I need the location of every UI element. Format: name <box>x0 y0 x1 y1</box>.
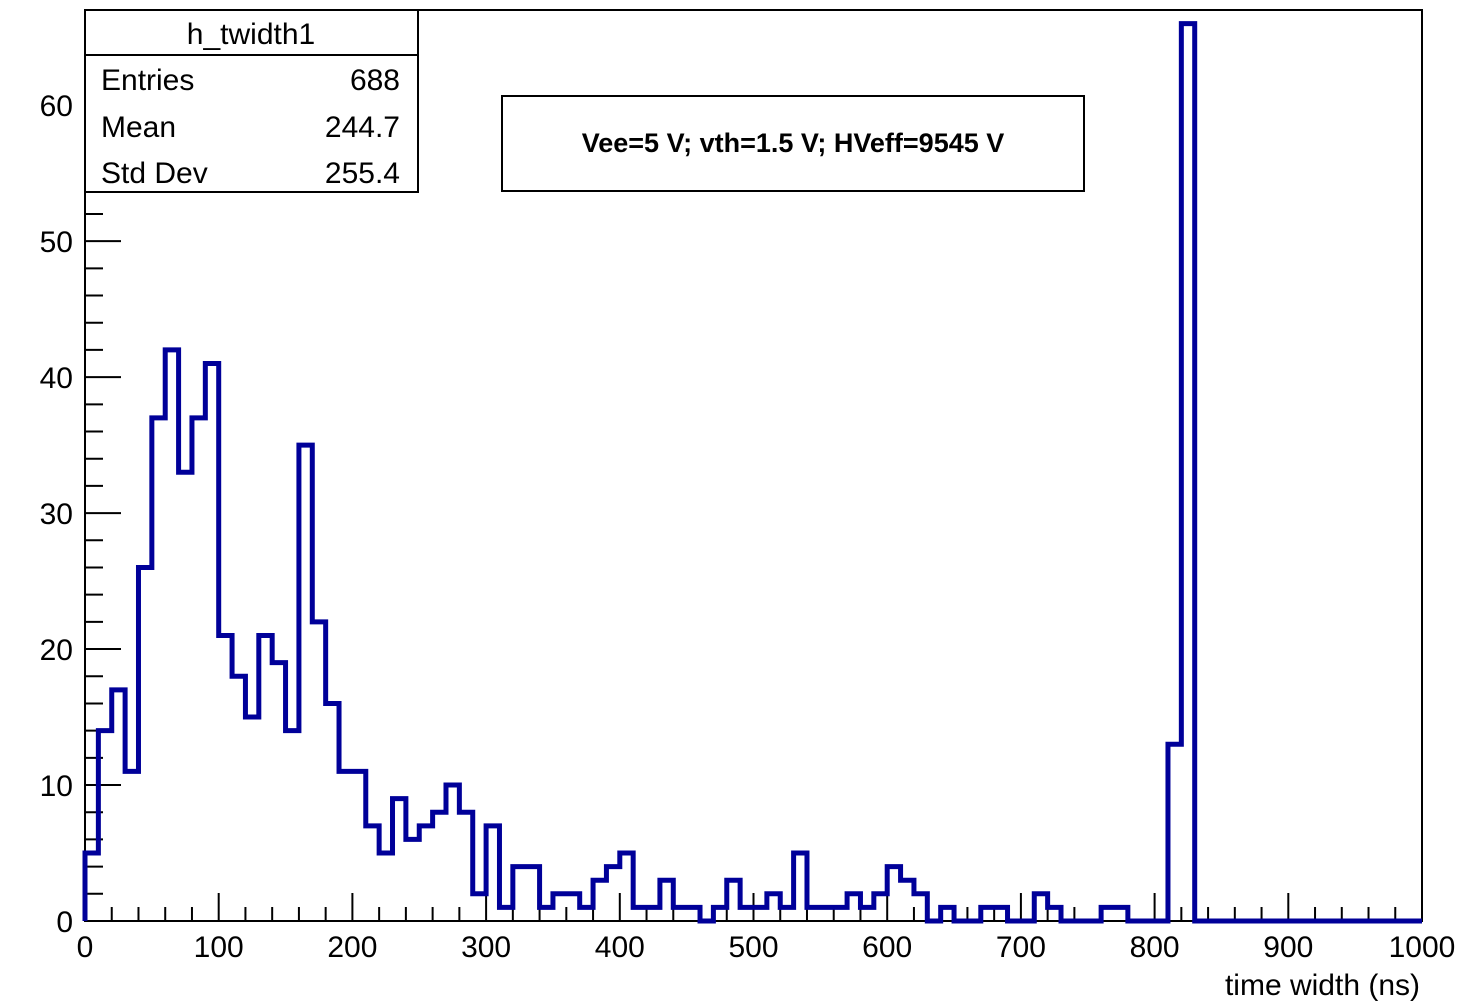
histogram-bar <box>245 717 258 921</box>
x-tick-label: 1000 <box>1389 931 1456 964</box>
histogram-bar <box>473 894 486 921</box>
y-tick-label: 10 <box>40 770 73 803</box>
histogram-bar <box>192 418 205 921</box>
y-tick-label: 0 <box>56 906 73 939</box>
stats-box-title: h_twidth1 <box>187 18 315 51</box>
x-tick-label: 900 <box>1263 931 1313 964</box>
y-tick-label: 20 <box>40 634 73 667</box>
histogram-bar <box>125 771 138 921</box>
histogram-bar <box>179 472 192 921</box>
x-tick-label: 800 <box>1130 931 1180 964</box>
stats-mean-value: 244.7 <box>325 111 400 144</box>
histogram-bar <box>406 839 419 921</box>
histogram-bar <box>286 731 299 921</box>
axis-tick-labels: 0 100 200 300 400 500 600 700 800 900 1000 0 10 20 30 4… <box>40 90 1456 964</box>
y-tick-label: 50 <box>40 226 73 259</box>
stats-mean-label: Mean <box>101 111 176 144</box>
x-tick-label: 400 <box>595 931 645 964</box>
histogram-bar <box>379 853 392 921</box>
annotation-text: Vee=5 V; vth=1.5 V; HVeff=9545 V <box>582 128 1005 158</box>
x-tick-label: 200 <box>327 931 377 964</box>
stats-stddev-value: 255.4 <box>325 157 400 190</box>
histogram-outline <box>82 21 1422 924</box>
x-tick-label: 300 <box>461 931 511 964</box>
stats-box: h_twidth1 Entries 688 Mean 244.7 Std Dev… <box>84 9 419 193</box>
histogram-bar <box>433 812 446 921</box>
x-tick-label: 500 <box>728 931 778 964</box>
annotation-box: Vee=5 V; vth=1.5 V; HVeff=9545 V <box>501 95 1085 192</box>
y-tick-label: 60 <box>40 90 73 123</box>
stats-entries-value: 688 <box>350 64 400 97</box>
stats-entries-label: Entries <box>101 64 194 97</box>
y-tick-label: 40 <box>40 362 73 395</box>
x-axis-label: time width (ns) <box>1225 969 1420 1002</box>
histogram-bar <box>339 771 352 921</box>
x-tick-label: 600 <box>862 931 912 964</box>
x-tick-label: 700 <box>996 931 1046 964</box>
y-tick-label: 30 <box>40 498 73 531</box>
stats-stddev-label: Std Dev <box>101 157 208 190</box>
x-tick-label: 0 <box>77 931 94 964</box>
x-tick-label: 100 <box>194 931 244 964</box>
